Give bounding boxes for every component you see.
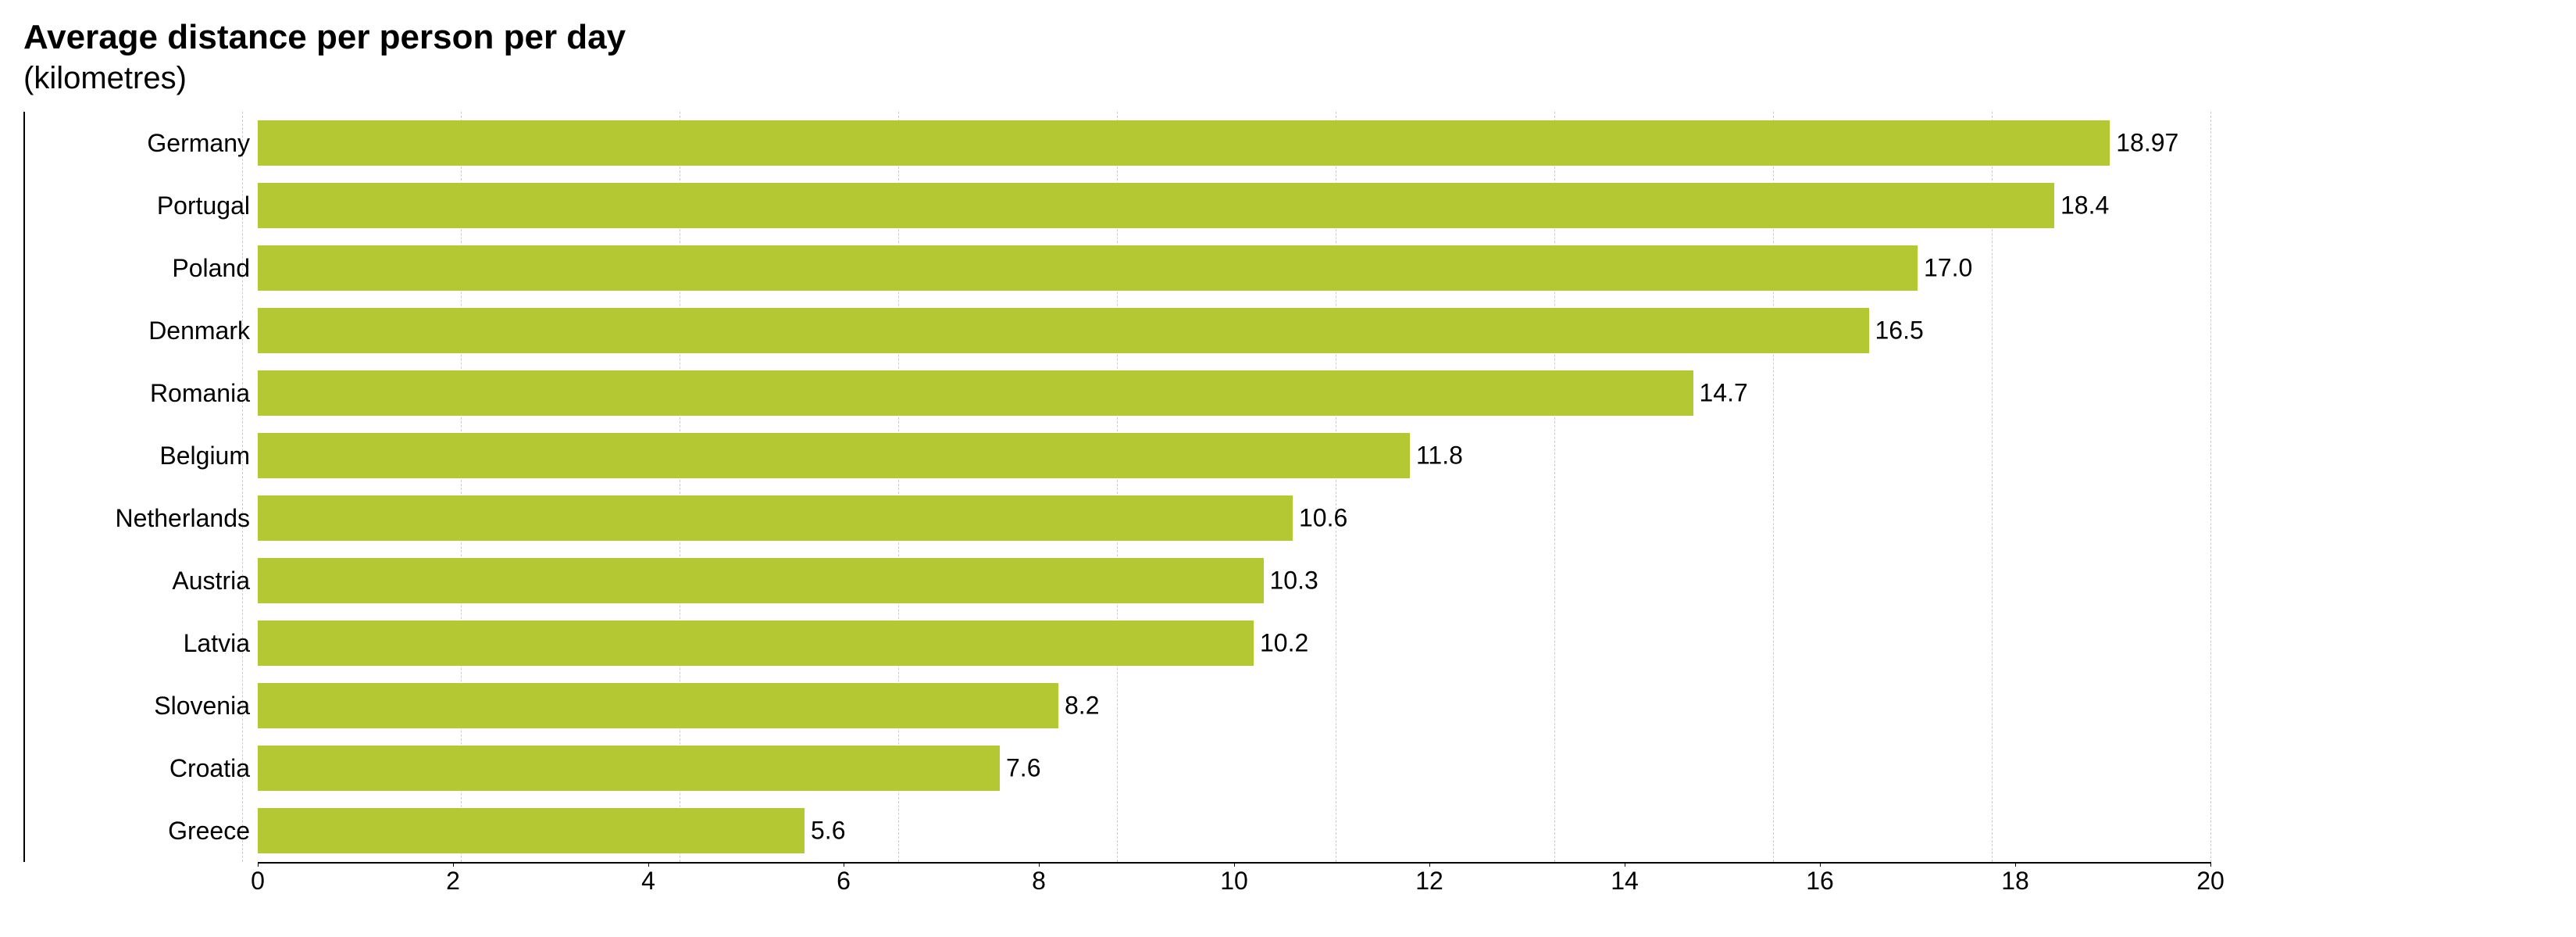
bar: 18.4 (258, 183, 2054, 228)
bar-row: Romania14.7 (23, 362, 2210, 424)
chart-title: Average distance per person per day (23, 16, 2553, 59)
bar: 8.2 (258, 683, 1058, 728)
bar-row: Netherlands10.6 (23, 487, 2210, 549)
category-label: Belgium (23, 442, 258, 470)
x-axis-ticks: 02468101214161820 (258, 862, 2210, 901)
bar-track: 14.7 (258, 362, 2210, 424)
x-tick-label: 2 (446, 867, 460, 896)
bar-row: Denmark16.5 (23, 299, 2210, 362)
category-label: Poland (23, 254, 258, 283)
bar-value-label: 10.3 (1264, 567, 1318, 595)
category-label: Austria (23, 567, 258, 595)
x-tick-label: 20 (2196, 867, 2225, 896)
bar-track: 10.3 (258, 549, 2210, 612)
bar-row: Austria10.3 (23, 549, 2210, 612)
bar-row: Portugal18.4 (23, 174, 2210, 237)
x-tick-label: 16 (1806, 867, 1834, 896)
bar: 16.5 (258, 308, 1869, 353)
bar-value-label: 17.0 (1918, 254, 1972, 283)
bar-row: Poland17.0 (23, 237, 2210, 299)
category-label: Croatia (23, 754, 258, 783)
x-tick-label: 10 (1220, 867, 1248, 896)
bar-row: Germany18.97 (23, 112, 2210, 174)
bar-value-label: 10.6 (1293, 504, 1347, 533)
category-label: Slovenia (23, 692, 258, 721)
bar: 14.7 (258, 370, 1693, 416)
bar: 10.2 (258, 620, 1254, 666)
category-label: Greece (23, 817, 258, 846)
bar-value-label: 10.2 (1254, 629, 1308, 658)
bar-track: 5.6 (258, 799, 2210, 862)
bar-track: 10.2 (258, 612, 2210, 674)
category-label: Romania (23, 379, 258, 408)
bar: 7.6 (258, 746, 1000, 791)
bar-value-label: 11.8 (1410, 442, 1463, 470)
bar-value-label: 18.4 (2054, 191, 2109, 220)
bar-track: 7.6 (258, 737, 2210, 799)
bar-value-label: 8.2 (1058, 692, 1099, 721)
bar-track: 10.6 (258, 487, 2210, 549)
bar-value-label: 7.6 (1000, 754, 1040, 783)
bar-value-label: 16.5 (1869, 317, 1924, 345)
chart-subtitle: (kilometres) (23, 59, 2553, 98)
category-label: Denmark (23, 317, 258, 345)
bar-track: 18.97 (258, 112, 2210, 174)
bar-value-label: 5.6 (805, 817, 845, 846)
x-tick-label: 12 (1415, 867, 1443, 896)
x-tick-label: 18 (2001, 867, 2029, 896)
bar-track: 17.0 (258, 237, 2210, 299)
bar-chart: Germany18.97Portugal18.4Poland17.0Denmar… (23, 112, 2553, 901)
bar-value-label: 18.97 (2110, 129, 2178, 158)
bar-row: Latvia10.2 (23, 612, 2210, 674)
category-label: Latvia (23, 629, 258, 658)
x-tick-label: 0 (251, 867, 265, 896)
bar-track: 18.4 (258, 174, 2210, 237)
bar: 18.97 (258, 120, 2110, 166)
bar-row: Slovenia8.2 (23, 674, 2210, 737)
x-tick-label: 8 (1032, 867, 1046, 896)
bar: 17.0 (258, 245, 1918, 291)
bar: 5.6 (258, 808, 805, 853)
category-label: Netherlands (23, 504, 258, 533)
bar: 11.8 (258, 433, 1410, 478)
x-tick-label: 4 (641, 867, 655, 896)
bar-row: Croatia7.6 (23, 737, 2210, 799)
category-label: Portugal (23, 191, 258, 220)
bar: 10.3 (258, 558, 1264, 603)
bar-value-label: 14.7 (1693, 379, 1748, 408)
bar-track: 16.5 (258, 299, 2210, 362)
plot-area: Germany18.97Portugal18.4Poland17.0Denmar… (23, 112, 2210, 862)
bar-track: 11.8 (258, 424, 2210, 487)
bar-row: Greece5.6 (23, 799, 2210, 862)
bar-row: Belgium11.8 (23, 424, 2210, 487)
x-tick-label: 14 (1611, 867, 1639, 896)
bar: 10.6 (258, 495, 1293, 541)
bar-track: 8.2 (258, 674, 2210, 737)
grid-line (2210, 112, 2211, 862)
category-label: Germany (23, 129, 258, 158)
x-tick-label: 6 (837, 867, 851, 896)
